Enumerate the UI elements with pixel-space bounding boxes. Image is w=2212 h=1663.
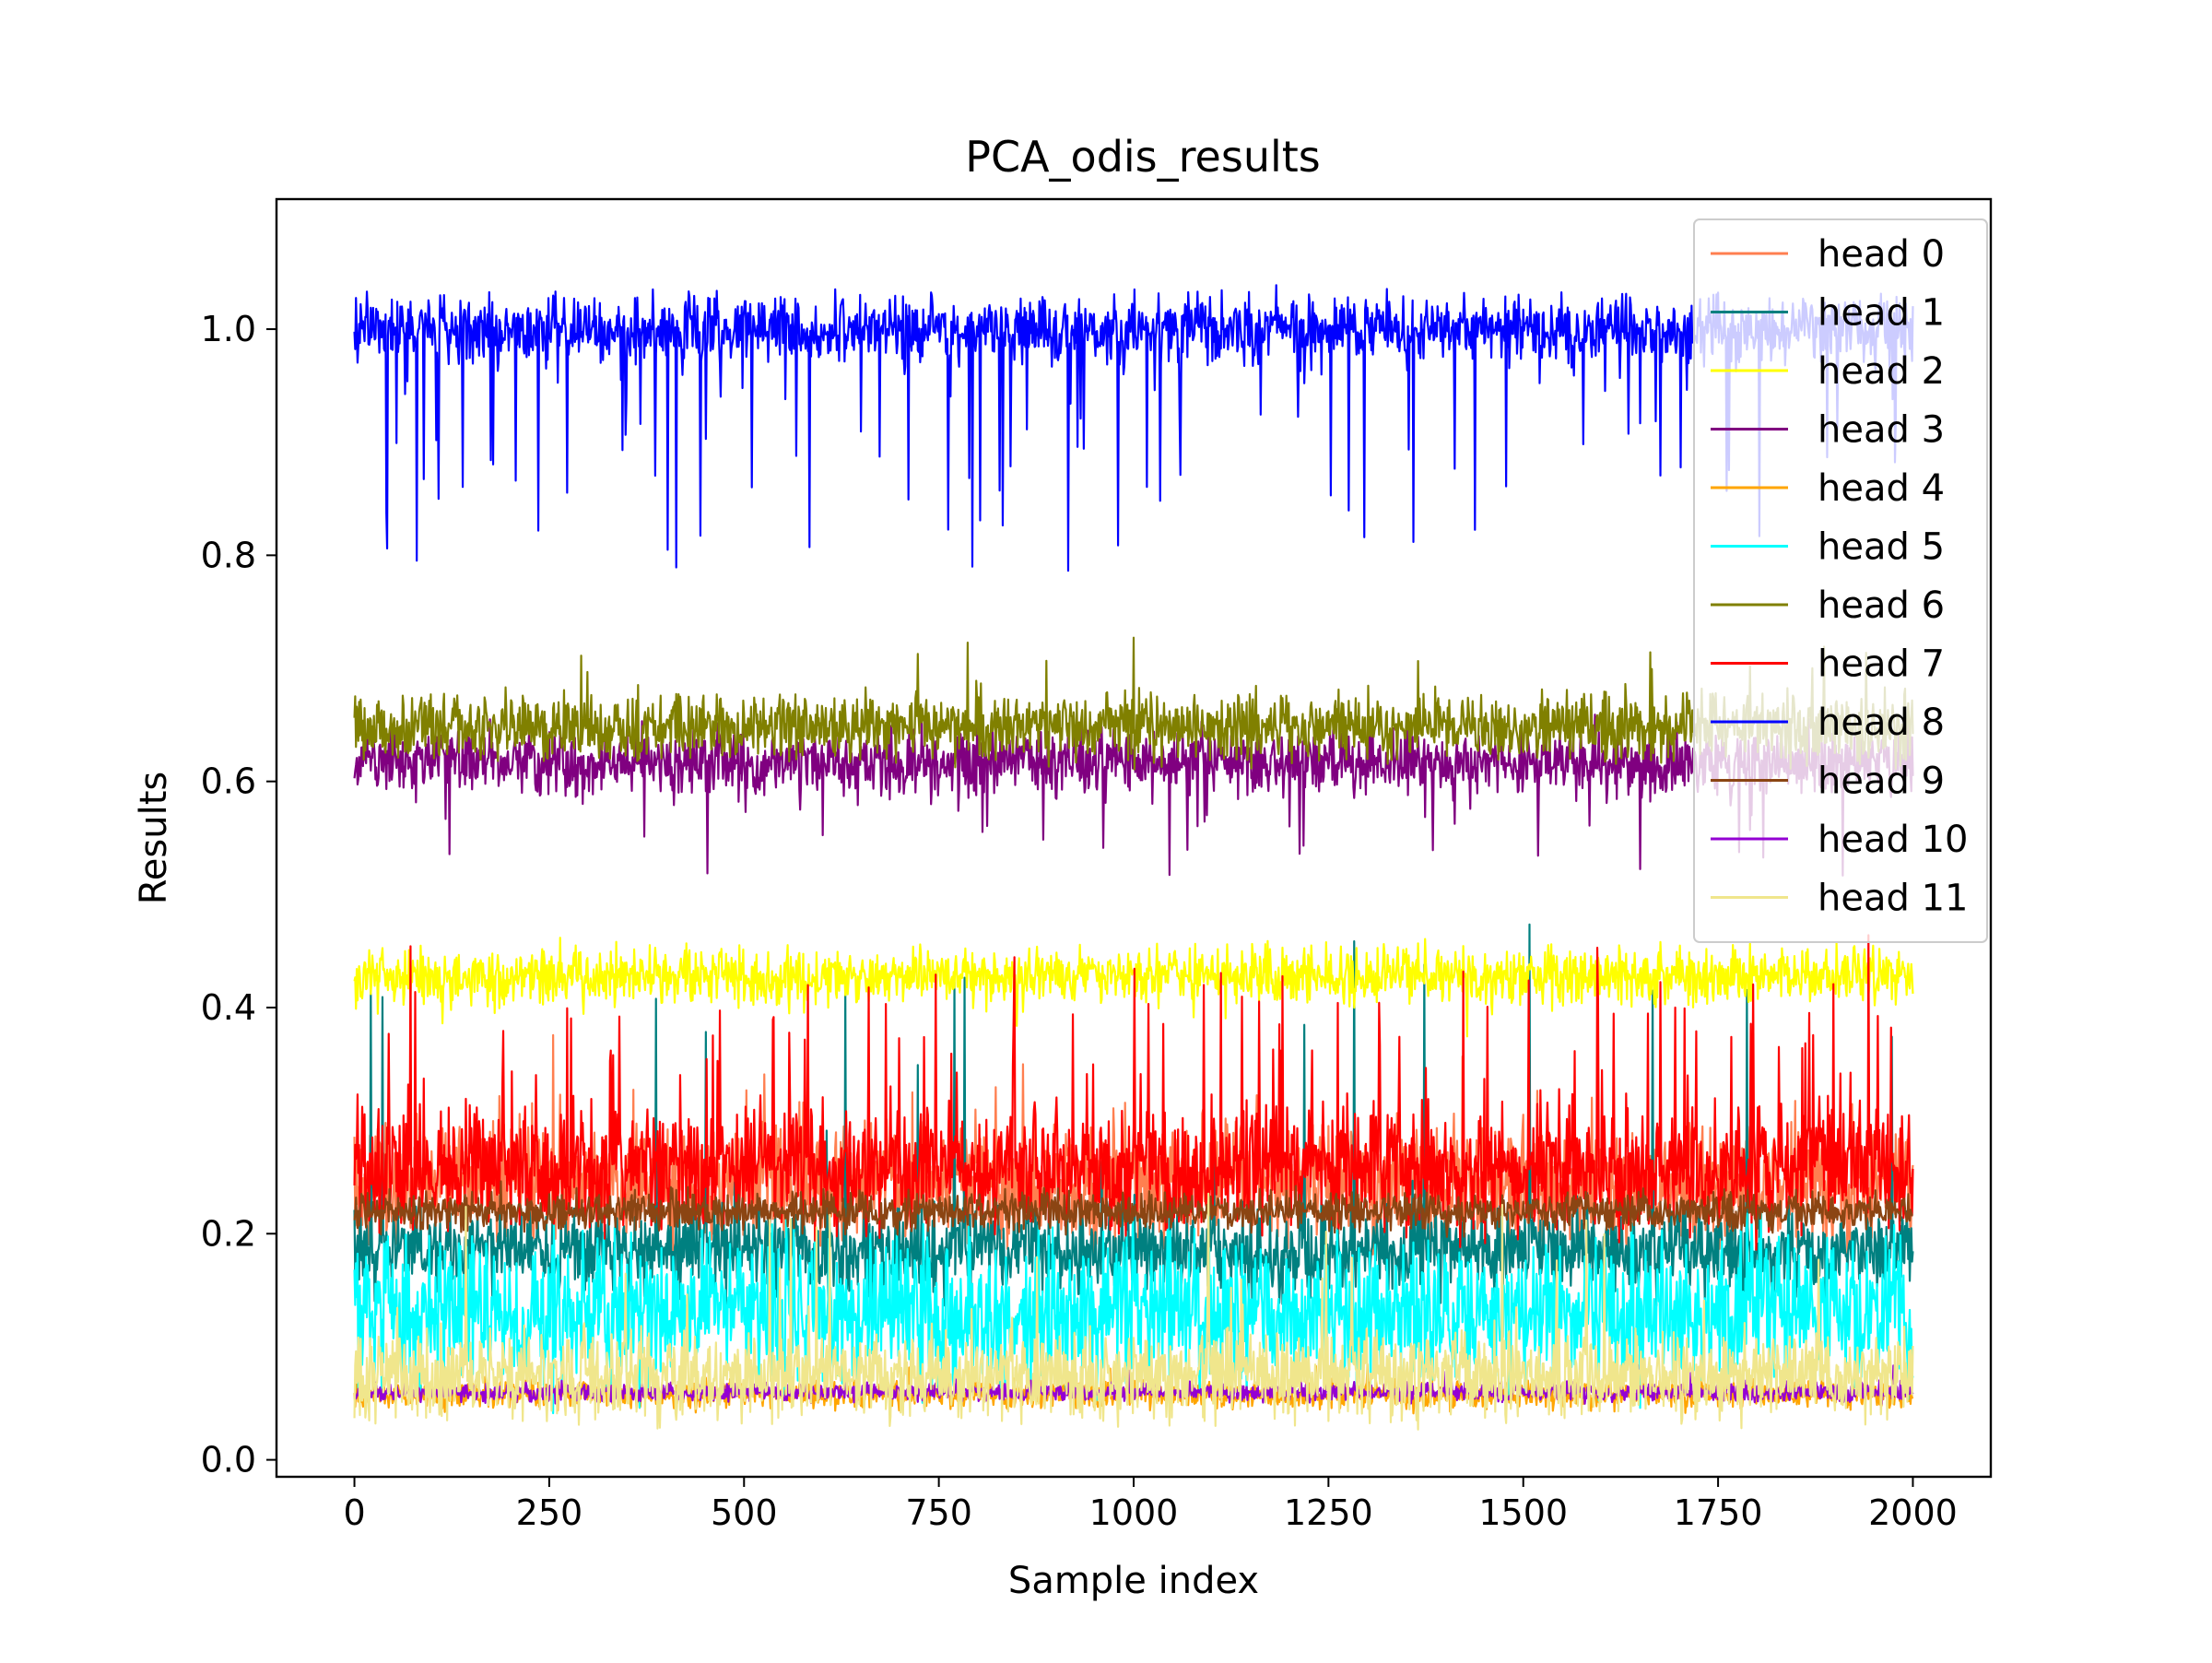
legend-label: head 0 [1818,233,1945,276]
y-tick-label: 0.6 [201,761,256,802]
legend-label: head 2 [1818,350,1945,393]
x-tick-label: 250 [516,1492,583,1533]
x-tick-label: 1000 [1089,1492,1179,1533]
legend-label: head 3 [1818,409,1945,452]
x-tick-label: 750 [905,1492,972,1533]
y-tick-label: 1.0 [201,309,256,349]
legend-label: head 9 [1818,761,1945,803]
legend-label: head 11 [1818,878,1968,920]
legend-label: head 10 [1818,819,1968,861]
legend: head 0 head 1 head 2 head 3 head 4 head 5 head… [1694,219,1987,942]
chart-title: PCA_odis_results [965,132,1321,182]
legend-label: head 8 [1818,702,1945,744]
x-tick-label: 1750 [1674,1492,1763,1533]
x-tick-label: 1500 [1478,1492,1568,1533]
legend-label: head 6 [1818,584,1945,627]
legend-label: head 7 [1818,643,1945,686]
y-axis-label: Results [133,772,175,904]
y-tick-label: 0.0 [201,1440,256,1480]
legend-label: head 4 [1818,467,1945,510]
y-tick-label: 0.4 [201,987,256,1028]
y-tick-label: 0.8 [201,535,256,575]
legend-label: head 5 [1818,526,1945,569]
x-tick-label: 0 [343,1492,365,1533]
x-axis-label: Sample index [1008,1560,1259,1602]
x-tick-label: 1250 [1284,1492,1373,1533]
legend-label: head 1 [1818,292,1945,335]
x-tick-label: 2000 [1868,1492,1958,1533]
y-tick-label: 0.2 [201,1213,256,1254]
x-tick-label: 500 [711,1492,778,1533]
